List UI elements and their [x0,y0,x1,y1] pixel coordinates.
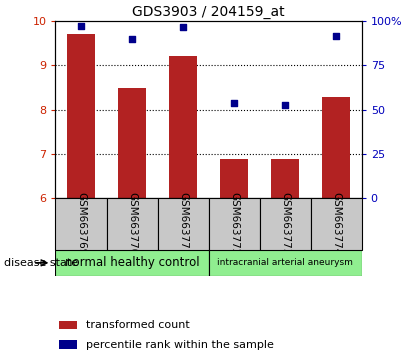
Text: GSM663771: GSM663771 [178,192,188,256]
Bar [209,198,260,250]
Bar [220,159,248,198]
Point [333,33,339,39]
Point [129,36,135,42]
Bar [209,250,362,276]
Text: GSM663773: GSM663773 [280,192,290,256]
Title: GDS3903 / 204159_at: GDS3903 / 204159_at [132,5,285,19]
Text: GSM663772: GSM663772 [229,192,239,256]
Bar [157,198,208,250]
Bar [67,34,95,198]
Text: normal healthy control: normal healthy control [65,256,199,269]
Bar [55,198,106,250]
Point [78,23,84,29]
Bar [260,198,311,250]
Text: GSM663769: GSM663769 [76,192,86,256]
Text: GSM663774: GSM663774 [331,192,341,256]
Bar [322,97,350,198]
Text: percentile rank within the sample: percentile rank within the sample [86,339,274,350]
Point [282,103,289,108]
Bar [169,56,197,198]
Point [180,25,186,30]
Text: transformed count: transformed count [86,320,190,330]
Bar [118,88,146,198]
Text: intracranial arterial aneurysm: intracranial arterial aneurysm [217,258,353,267]
Point [231,100,238,105]
Bar [55,250,209,276]
Bar [311,198,362,250]
Text: GSM663770: GSM663770 [127,192,137,256]
Bar [58,321,77,329]
Bar [58,341,77,349]
Bar [106,198,157,250]
Bar [271,159,299,198]
Text: disease state: disease state [4,258,78,268]
